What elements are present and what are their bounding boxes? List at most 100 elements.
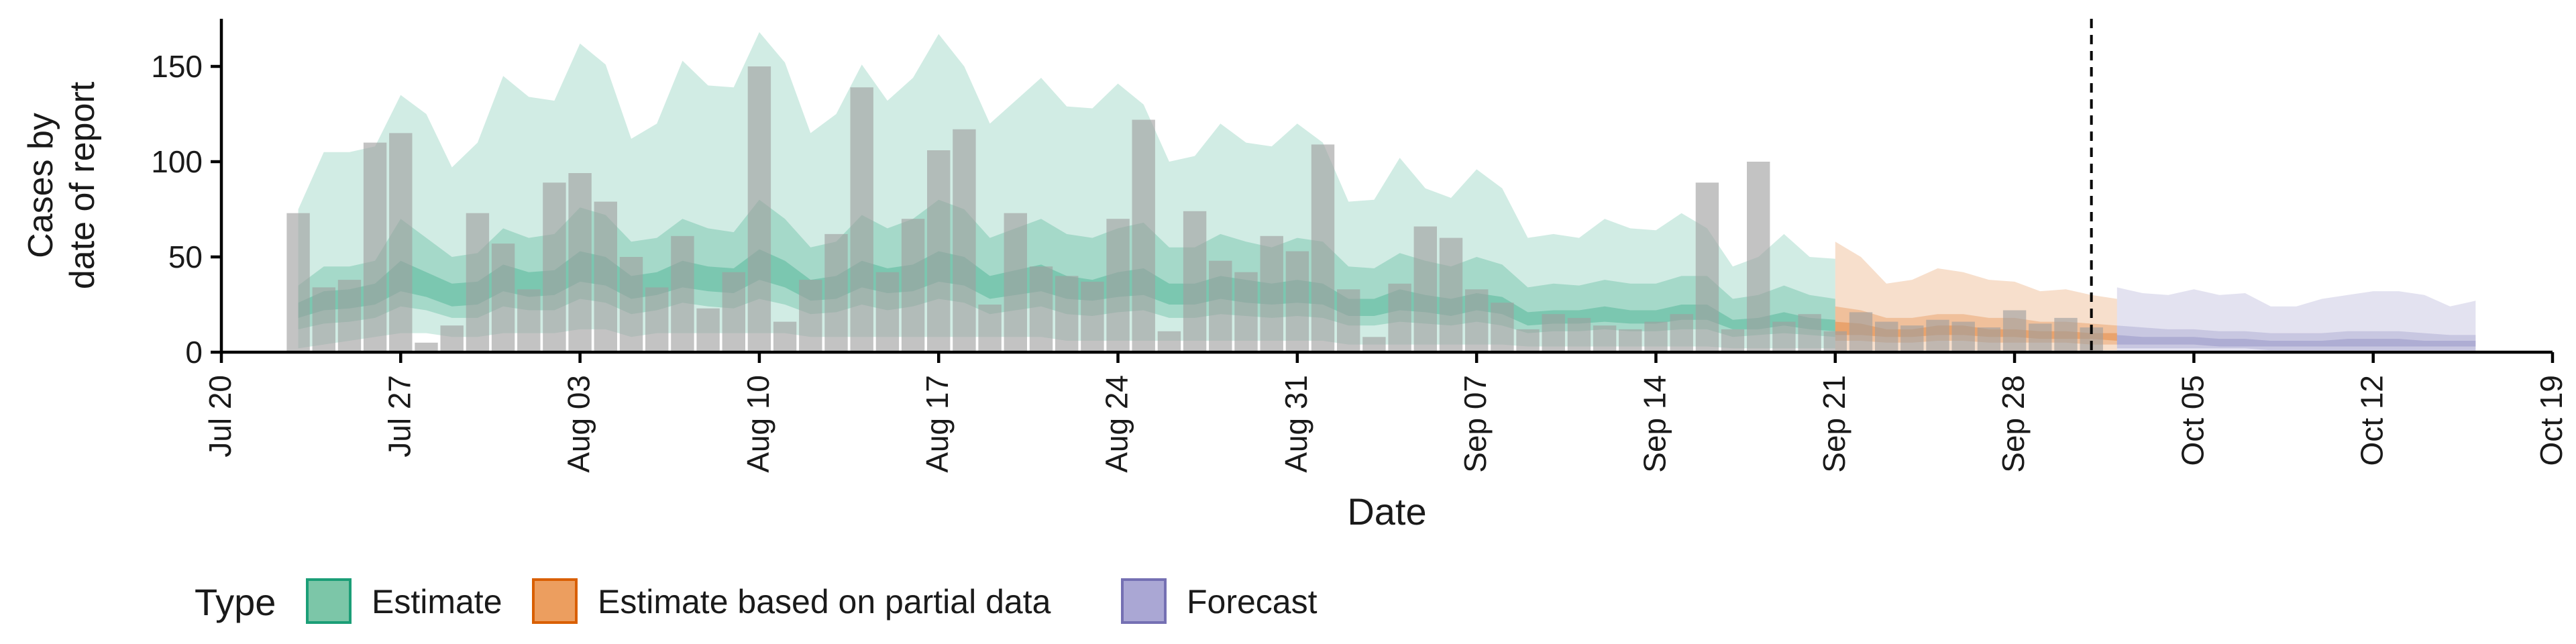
case-bar	[696, 308, 720, 352]
case-bar	[1567, 317, 1591, 352]
legend-label-2: Forecast	[1187, 583, 1318, 621]
case-bar	[1388, 283, 1411, 352]
band-2-ci50	[2116, 325, 2476, 351]
case-bar	[1926, 319, 1949, 352]
case-bar	[850, 87, 873, 352]
case-bar	[671, 235, 694, 352]
case-bar	[747, 66, 771, 352]
case-bar	[1593, 325, 1617, 352]
case-bar	[953, 129, 976, 352]
case-bar	[2002, 310, 2027, 352]
case-bar	[1951, 321, 1975, 352]
x-tick-label: Jul 27	[382, 375, 417, 458]
case-bar	[1644, 321, 1668, 352]
x-axis-ticks: Jul 20 Jul 27 Aug 03 Aug 10 Aug 17 Aug 24 Aug …	[203, 352, 2569, 473]
case-bar	[1004, 213, 1027, 352]
case-bar	[1029, 266, 1053, 352]
legend-key-2	[1121, 578, 1167, 624]
y-tick-label: 0	[185, 335, 203, 370]
x-tick-label: Oct 12	[2355, 375, 2390, 466]
x-axis-label: Date	[1347, 490, 1426, 533]
case-bar	[1772, 321, 1796, 352]
case-bar	[1337, 289, 1360, 352]
x-tick-label: Oct 19	[2534, 375, 2569, 466]
case-bar	[1183, 211, 1207, 352]
case-bar	[415, 342, 438, 352]
case-bar	[1413, 226, 1437, 352]
x-tick-label: Sep 07	[1458, 375, 1493, 473]
case-bar	[1619, 329, 1642, 352]
legend-label-0: Estimate	[372, 583, 502, 621]
x-tick-label: Jul 20	[203, 375, 237, 458]
case-bar	[1823, 331, 1847, 352]
legend-key-0	[306, 578, 352, 624]
x-tick-label: Aug 10	[741, 375, 775, 473]
case-bar	[1875, 321, 1898, 352]
case-bar	[619, 257, 643, 352]
case-bar	[363, 142, 387, 352]
case-bar	[337, 280, 362, 352]
band-2-ci90	[2116, 287, 2476, 352]
band-1-ci90	[1835, 241, 2117, 351]
legend: Type Estimate Estimate based on partial d…	[195, 578, 1318, 624]
case-bar	[1106, 219, 1130, 352]
y-axis-label-line-2: date of report	[63, 81, 102, 289]
case-bar	[466, 213, 490, 352]
case-bar	[1977, 327, 2001, 352]
x-tick-label: Aug 31	[1279, 375, 1313, 473]
x-tick-label: Sep 14	[1637, 375, 1672, 473]
case-bar	[2054, 317, 2078, 352]
case-bar	[1798, 314, 1821, 352]
case-bar	[1132, 119, 1155, 352]
case-bar	[1721, 329, 1745, 352]
case-bar	[389, 133, 413, 352]
case-bar	[1055, 276, 1079, 352]
case-bar	[875, 272, 900, 352]
case-bar	[824, 233, 848, 352]
case-bar	[1209, 260, 1232, 352]
y-tick-label: 150	[151, 49, 203, 84]
legend-key-1	[532, 578, 578, 624]
case-bar	[543, 182, 566, 352]
x-tick-label: Aug 24	[1099, 375, 1134, 473]
case-bar	[1260, 235, 1283, 352]
case-bar	[440, 325, 464, 352]
x-tick-label: Sep 28	[1996, 375, 2031, 473]
case-bar	[722, 272, 745, 352]
case-bar	[517, 289, 541, 352]
case-bar	[1465, 289, 1489, 352]
case-bar	[1695, 182, 1719, 352]
case-bar	[1849, 312, 1873, 352]
case-bar	[1516, 329, 1540, 352]
legend-title: Type	[195, 581, 276, 623]
legend-label-1: Estimate based on partial data	[598, 583, 1051, 621]
band-2-ci20	[2116, 335, 2476, 347]
case-bar	[901, 219, 925, 352]
y-axis-ticks: 0 50 100 150	[151, 49, 221, 370]
case-bar	[799, 280, 822, 352]
case-bar	[1670, 314, 1693, 352]
x-tick-label: Aug 17	[920, 375, 955, 473]
case-bar	[645, 287, 669, 352]
case-bar	[1311, 144, 1335, 352]
case-bar	[773, 321, 797, 352]
case-bar	[568, 173, 592, 352]
case-bar	[1900, 325, 1924, 352]
x-tick-label: Oct 05	[2175, 375, 2210, 466]
case-bar	[1747, 162, 1770, 352]
case-bar	[1285, 251, 1309, 352]
case-bar	[1234, 272, 1258, 352]
case-bar	[594, 201, 617, 352]
case-bar	[1362, 337, 1386, 352]
case-bar	[1157, 331, 1181, 352]
case-bar	[286, 213, 310, 352]
case-bar	[312, 287, 335, 352]
case-bar	[978, 305, 1002, 352]
y-tick-label: 100	[151, 144, 203, 179]
case-bar	[927, 150, 951, 352]
y-axis-label-line-1: Cases by	[21, 113, 60, 258]
case-bar	[1491, 303, 1514, 352]
axes	[219, 19, 2553, 354]
case-bar	[2029, 323, 2052, 352]
